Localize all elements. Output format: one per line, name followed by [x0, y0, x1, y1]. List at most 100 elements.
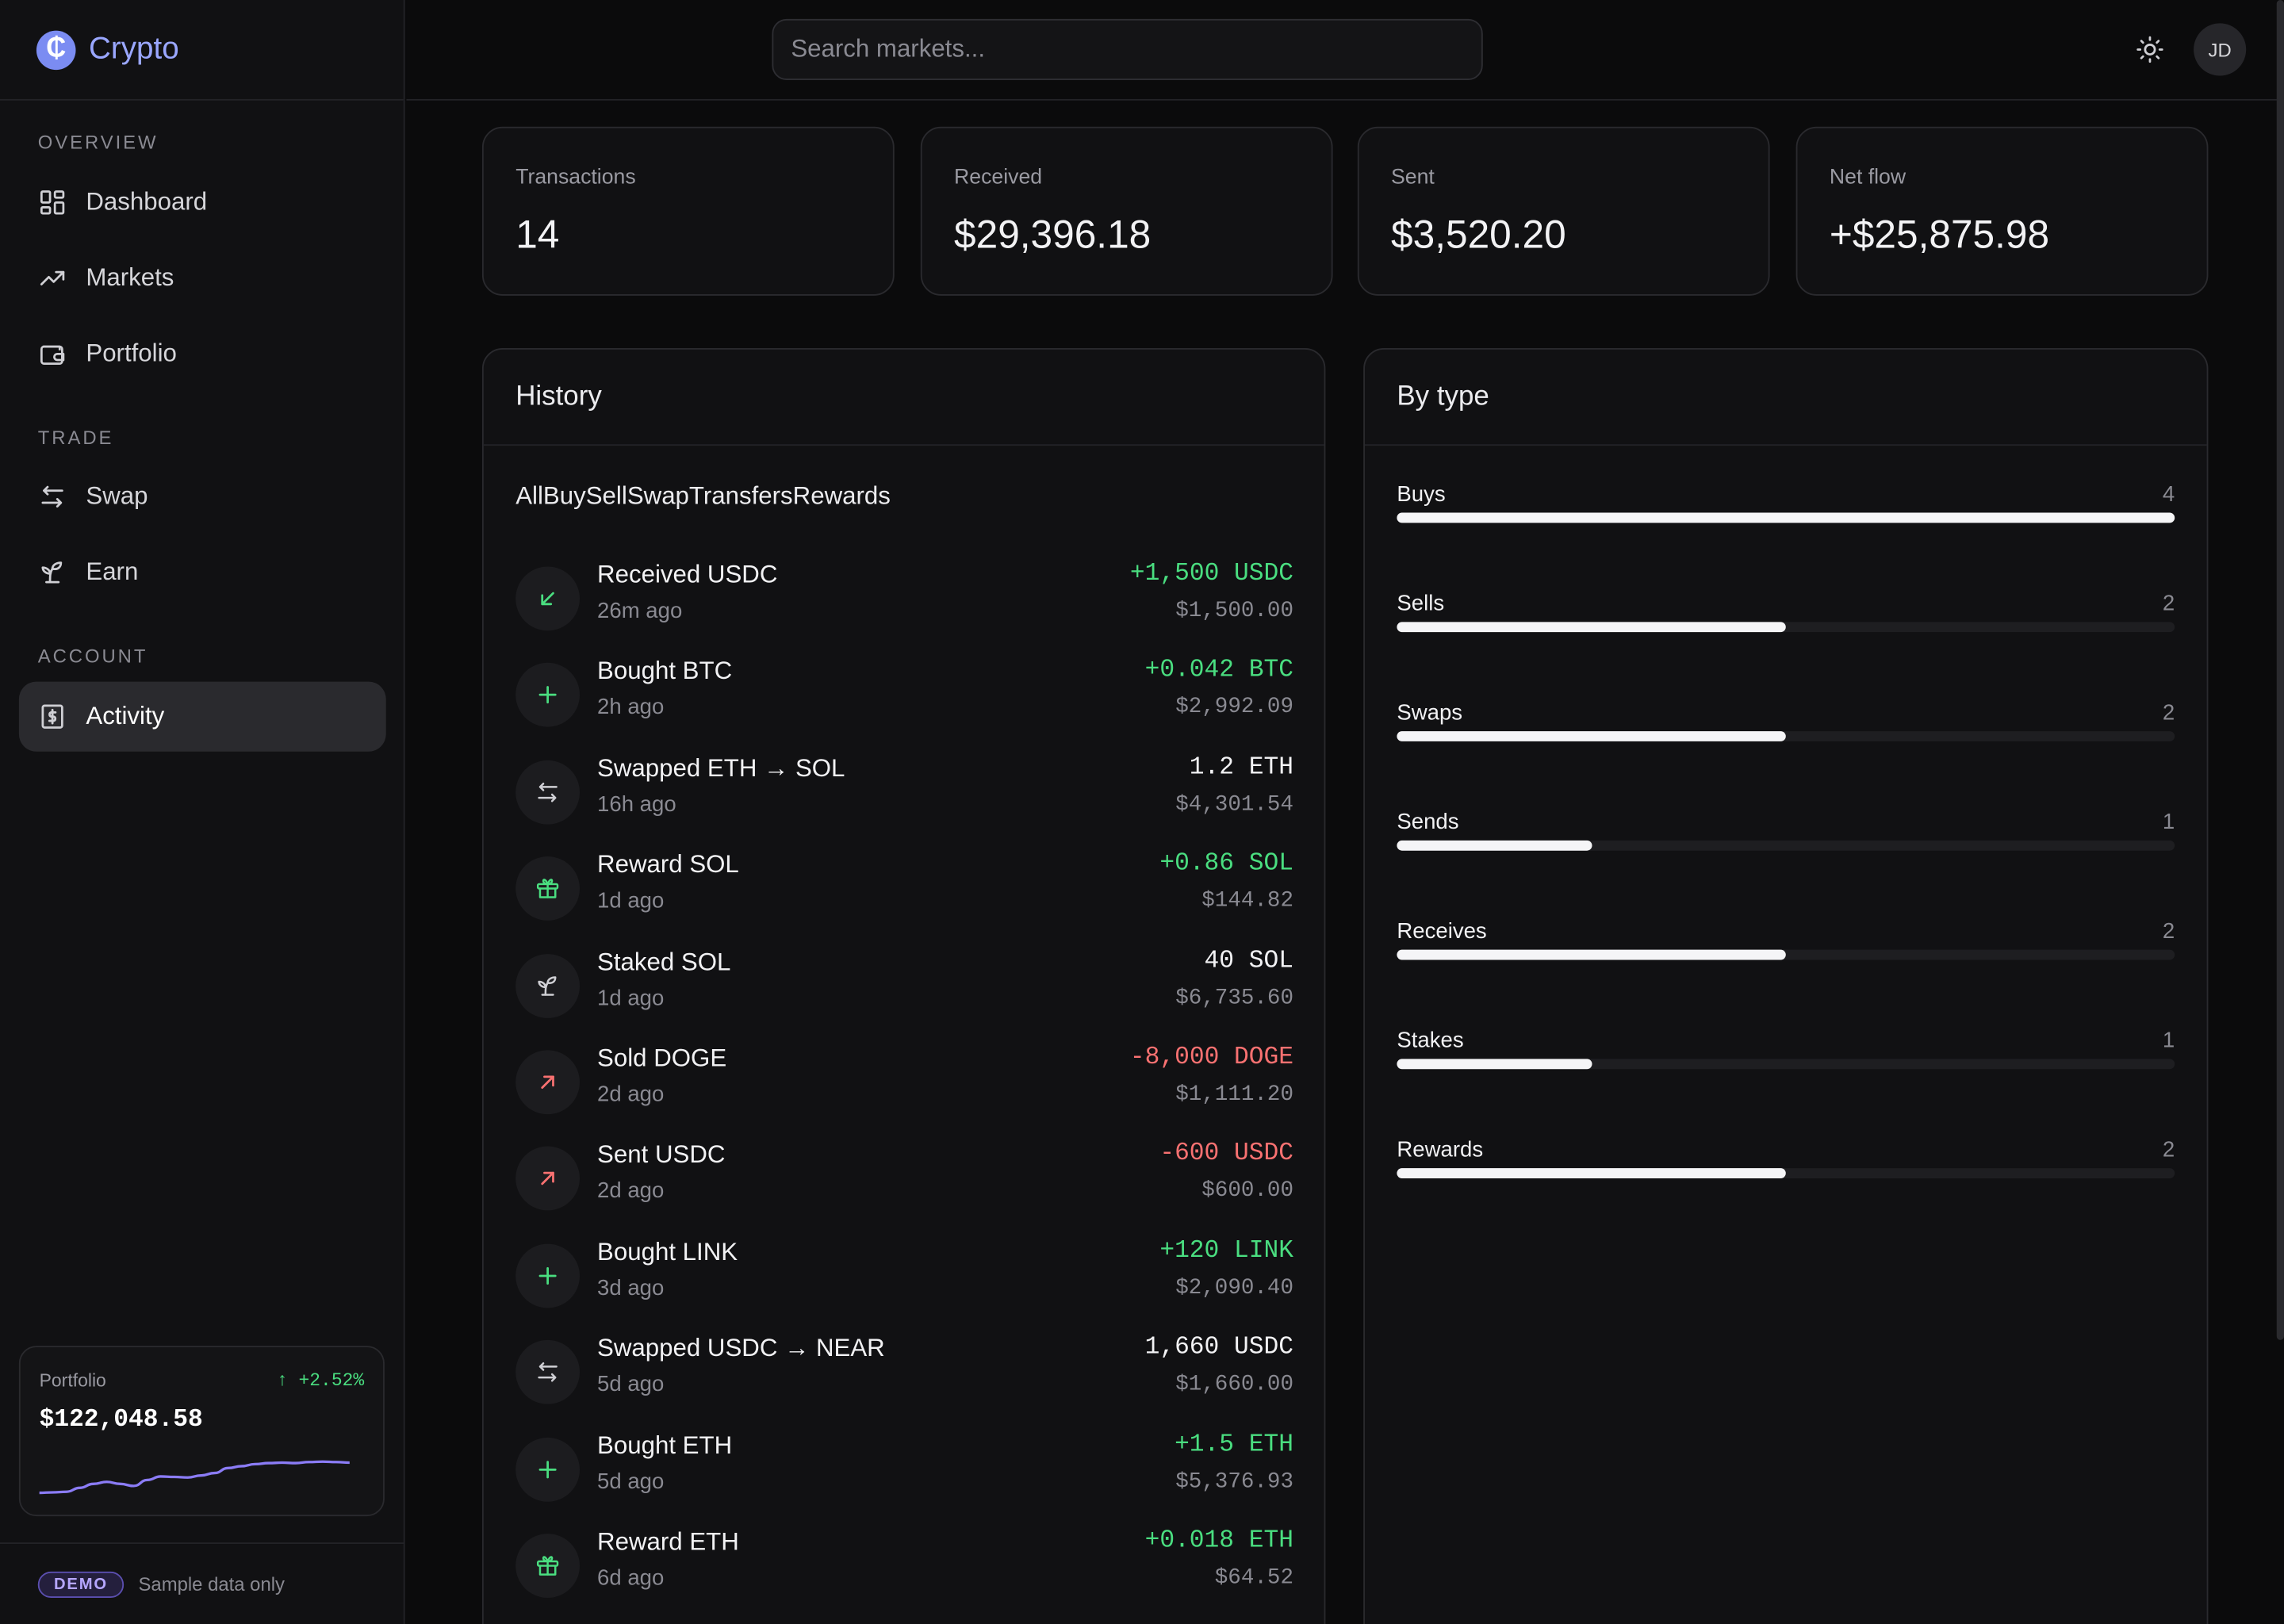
sparkline-path — [39, 1460, 350, 1495]
transaction-usd-value: $600.00 — [1201, 1178, 1293, 1204]
portfolio-sparkline — [39, 1460, 350, 1495]
search-input[interactable] — [772, 18, 1483, 81]
type-count: 2 — [2162, 919, 2175, 944]
transaction-usd-value: $2,992.09 — [1175, 695, 1293, 721]
transaction-title: Reward SOL — [597, 851, 739, 879]
avatar[interactable]: JD — [2194, 23, 2247, 76]
transaction-time: 5d ago — [597, 1469, 665, 1494]
page-scrollbar[interactable] — [2276, 0, 2284, 1340]
type-bar-track — [1397, 622, 2175, 633]
transaction-amount: +0.042 BTC — [1144, 657, 1293, 686]
filter-tab-swap[interactable]: Swap — [627, 481, 689, 510]
type-bar-track — [1397, 1059, 2175, 1070]
sidebar-item-swap[interactable]: Swap — [19, 462, 386, 531]
type-bar-fill — [1397, 731, 1786, 741]
type-bar-fill — [1397, 949, 1786, 960]
wallet-icon — [38, 339, 67, 369]
sidebar-section-overview: OVERVIEW — [37, 131, 159, 153]
stat-label: Sent — [1391, 166, 1435, 190]
type-count: 4 — [2162, 481, 2175, 508]
sidebar-item-dashboard[interactable]: Dashboard — [19, 167, 386, 237]
transaction-usd-value: $1,500.00 — [1175, 598, 1293, 624]
transaction-amount: +1.5 ETH — [1175, 1431, 1293, 1459]
swap-icon — [515, 1340, 581, 1405]
type-bar-fill — [1397, 840, 1592, 851]
sidebar: ₵ Crypto OVERVIEW Dashboard Markets Portfol… — [0, 0, 405, 1624]
arrow-down-left-icon — [515, 566, 581, 631]
transaction-amount: -600 USDC — [1159, 1140, 1293, 1169]
type-count: 1 — [2162, 1028, 2175, 1054]
sun-icon[interactable] — [2133, 32, 2167, 67]
swap-icon — [515, 760, 581, 825]
sidebar-item-markets[interactable]: Markets — [19, 243, 386, 313]
transaction-title: Bought BTC — [597, 657, 733, 686]
stat-value: $29,396.18 — [954, 213, 1152, 257]
portfolio-summary-card[interactable]: Portfolio ↑ +2.52% $122,048.58 — [18, 1346, 385, 1517]
stat-card-transactions: Transactions 14 — [481, 126, 895, 296]
transaction-time: 1d ago — [597, 888, 665, 914]
transaction-row[interactable]: Bought BTC 2h ago +0.042 BTC $2,992.09 — [515, 652, 1293, 748]
filter-tab-all[interactable]: All — [515, 481, 543, 510]
swap-icon — [38, 482, 67, 511]
transaction-usd-value: $4,301.54 — [1175, 791, 1293, 818]
transaction-amount: -8,000 DOGE — [1129, 1044, 1293, 1072]
transaction-usd-value: $6,735.60 — [1175, 985, 1293, 1010]
transaction-row[interactable]: Bought LINK 3d ago +120 LINK $2,090.40 — [515, 1232, 1293, 1328]
sidebar-item-activity[interactable]: Activity — [18, 681, 386, 752]
transaction-usd-value: $5,376.93 — [1175, 1469, 1293, 1494]
transaction-time: 6d ago — [597, 1565, 665, 1591]
stat-value: 14 — [515, 213, 560, 257]
sidebar-item-label: Earn — [86, 557, 139, 586]
transaction-amount: 40 SOL — [1204, 948, 1293, 975]
sidebar-section-trade: TRADE — [37, 427, 114, 449]
transaction-row[interactable]: Sold DOGE 2d ago -8,000 DOGE $1,111.20 — [515, 1039, 1293, 1135]
type-label: Stakes — [1397, 1028, 1464, 1054]
transaction-amount: +120 LINK — [1159, 1237, 1293, 1266]
type-bar-fill — [1397, 512, 2175, 523]
type-bar-track — [1397, 949, 2175, 960]
transaction-time: 2d ago — [597, 1082, 665, 1107]
type-bar-track — [1397, 1168, 2175, 1178]
brand[interactable]: ₵ Crypto — [0, 0, 404, 101]
portfolio-change: ↑ +2.52% — [276, 1370, 365, 1392]
filter-tab-buy[interactable]: Buy — [542, 481, 586, 510]
filter-tab-rewards[interactable]: Rewards — [792, 481, 891, 510]
type-label: Rewards — [1397, 1137, 1484, 1162]
transaction-row[interactable]: Swapped ETH → SOL 16h ago 1.2 ETH $4,301.54 — [515, 749, 1293, 845]
type-row-sells: Sells 2 — [1397, 592, 2175, 649]
sidebar-item-portfolio[interactable]: Portfolio — [19, 319, 386, 389]
plus-icon — [515, 1437, 581, 1501]
gift-icon — [515, 1534, 581, 1598]
transaction-time: 2h ago — [597, 695, 665, 721]
trending-up-icon — [38, 263, 67, 293]
transaction-row[interactable]: Received USDC 26m ago +1,500 USDC $1,500.00 — [515, 555, 1293, 651]
transaction-amount: +1,500 USDC — [1129, 561, 1293, 589]
transaction-row[interactable]: Bought ETH 5d ago +1.5 ETH $5,376.93 — [515, 1425, 1293, 1521]
transaction-time: 2d ago — [597, 1178, 665, 1204]
transaction-time: 16h ago — [597, 791, 676, 818]
transaction-title: Swapped ETH → SOL — [597, 754, 845, 782]
type-count: 2 — [2162, 1137, 2175, 1162]
type-row-rewards: Rewards 2 — [1397, 1138, 2175, 1196]
transaction-row[interactable]: Swapped USDC → NEAR 5d ago 1,660 USDC $1,66… — [515, 1329, 1293, 1425]
filter-tab-transfers[interactable]: Transfers — [688, 481, 793, 510]
transaction-row[interactable]: Sent USDC 2d ago -600 USDC $600.00 — [515, 1136, 1293, 1231]
stat-value: +$25,875.98 — [1829, 213, 2050, 257]
grid-icon — [38, 188, 67, 217]
filter-tab-sell[interactable]: Sell — [585, 481, 627, 510]
sidebar-footer: DEMO Sample data only — [0, 1542, 405, 1624]
transaction-amount: 1,660 USDC — [1144, 1334, 1293, 1362]
transaction-time: 3d ago — [597, 1275, 665, 1300]
sprout-icon — [515, 953, 581, 1018]
type-row-buys: Buys 4 — [1397, 482, 2175, 540]
transaction-row[interactable]: Reward SOL 1d ago +0.86 SOL $144.82 — [515, 845, 1293, 941]
sidebar-item-earn[interactable]: Earn — [19, 538, 386, 607]
transaction-usd-value: $2,090.40 — [1175, 1275, 1293, 1300]
type-bar-fill — [1397, 622, 1786, 633]
stat-label: Net flow — [1829, 166, 1907, 190]
transaction-row[interactable]: Staked SOL 1d ago 40 SOL $6,735.60 — [515, 942, 1293, 1038]
transaction-usd-value: $64.52 — [1214, 1565, 1293, 1591]
transaction-row[interactable]: Reward ETH 6d ago +0.018 ETH $64.52 — [515, 1522, 1293, 1618]
transaction-time: 1d ago — [597, 985, 665, 1010]
